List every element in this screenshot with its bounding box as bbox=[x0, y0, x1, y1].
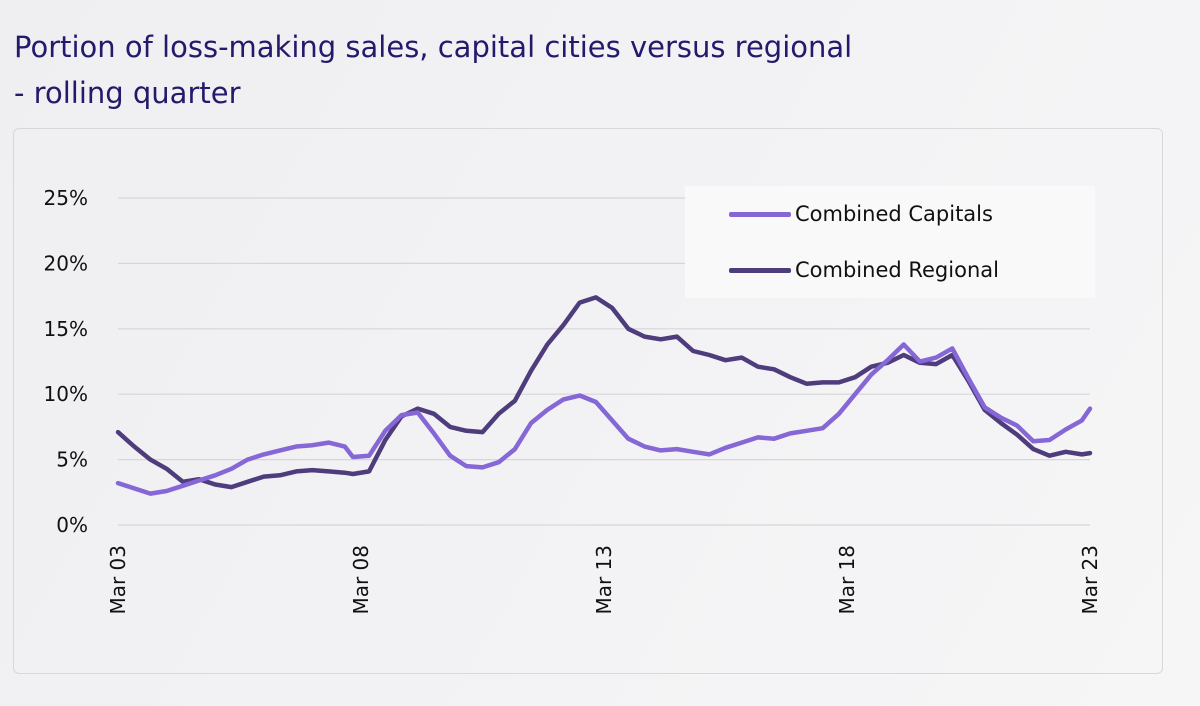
y-tick-label: 20% bbox=[44, 251, 88, 275]
chart-title: Portion of loss-making sales, capital ci… bbox=[14, 24, 1014, 116]
legend-swatch-capitals bbox=[729, 211, 791, 217]
legend: Combined Capitals Combined Regional bbox=[685, 186, 1095, 298]
x-axis-ticks: Mar 03 Mar 08 Mar 13 Mar 18 Mar 23 bbox=[106, 545, 1102, 615]
chart-title-line-2: - rolling quarter bbox=[14, 76, 241, 110]
chart-frame bbox=[13, 128, 1163, 674]
capitals-line bbox=[115, 342, 1093, 496]
regional-line bbox=[115, 295, 1093, 490]
x-tick-label: Mar 23 bbox=[1078, 545, 1102, 615]
y-tick-label: 5% bbox=[56, 448, 88, 472]
x-tick-label: Mar 08 bbox=[349, 545, 373, 615]
legend-label-regional: Combined Regional bbox=[795, 258, 999, 282]
y-axis-ticks: 0% 5% 10% 15% 20% 25% bbox=[44, 186, 88, 537]
x-tick-label: Mar 03 bbox=[106, 545, 130, 615]
legend-swatch-regional bbox=[729, 267, 791, 273]
legend-label-capitals: Combined Capitals bbox=[795, 202, 993, 226]
y-tick-label: 10% bbox=[44, 382, 88, 406]
y-tick-label: 15% bbox=[44, 317, 88, 341]
x-tick-label: Mar 13 bbox=[592, 545, 616, 615]
chart-title-line-1: Portion of loss-making sales, capital ci… bbox=[14, 30, 853, 64]
y-tick-label: 0% bbox=[56, 513, 88, 537]
legend-item-regional: Combined Regional bbox=[729, 255, 999, 285]
y-tick-label: 25% bbox=[44, 186, 88, 210]
series-lines bbox=[115, 295, 1093, 496]
legend-item-capitals: Combined Capitals bbox=[729, 199, 993, 229]
x-tick-label: Mar 18 bbox=[835, 545, 859, 615]
